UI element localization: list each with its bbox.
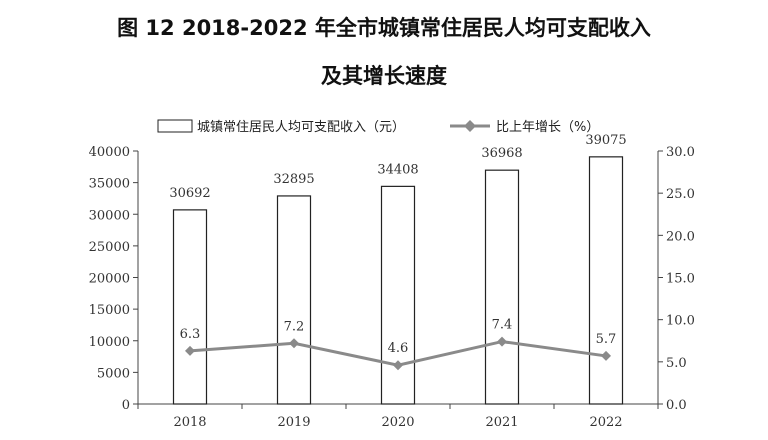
x-tick-label: 2019 (277, 415, 310, 430)
growth-point-2020 (393, 360, 403, 371)
growth-value-label: 6.3 (180, 327, 201, 342)
left-y-tick-label: 10000 (89, 335, 130, 350)
bar-series (172, 156, 624, 405)
bar-2021 (484, 169, 520, 405)
left-y-tick-label: 35000 (89, 177, 130, 192)
growth-line-series (185, 336, 611, 371)
left-y-tick-label: 0 (122, 398, 130, 413)
chart-subtitle: 及其增长速度 (321, 64, 447, 88)
growth-point-2018 (185, 345, 195, 356)
growth-point-2019 (289, 338, 299, 349)
right-y-tick-label: 0.0 (666, 398, 687, 413)
right-y-tick-label: 30.0 (666, 145, 695, 160)
right-y-tick-label: 5.0 (666, 356, 687, 371)
data-labels: 30692 32895 34408 36968 39075 6.3 7.2 4.6 7.4 5.7 (169, 133, 626, 356)
right-y-tick-label: 10.0 (666, 314, 695, 329)
growth-point-2022 (601, 350, 611, 361)
legend-line-marker (464, 120, 476, 132)
right-y-tick-label: 15.0 (666, 272, 695, 287)
left-y-tick-label: 15000 (89, 303, 130, 318)
left-y-tick-label: 20000 (89, 272, 130, 287)
bar-value-label: 34408 (377, 162, 418, 177)
growth-value-label: 7.4 (492, 318, 513, 333)
bar-value-label: 36968 (481, 146, 522, 161)
bar-value-label: 32895 (273, 172, 314, 187)
left-y-tick-label: 30000 (89, 208, 130, 223)
x-tick-label: 2022 (589, 415, 622, 430)
growth-value-label: 7.2 (284, 319, 305, 334)
growth-value-label: 5.7 (596, 332, 617, 347)
chart-title: 图 12 2018-2022 年全市城镇常住居民人均可支配收入 (117, 16, 651, 40)
growth-value-label: 4.6 (388, 341, 409, 356)
bar-2018 (172, 209, 208, 405)
left-y-tick-label: 40000 (89, 145, 130, 160)
left-y-tick-label: 5000 (97, 366, 130, 381)
legend-bar-label: 城镇常住居民人均可支配收入（元） (197, 120, 405, 135)
bar-2022 (588, 156, 624, 405)
x-tick-label: 2020 (381, 415, 414, 430)
x-tick-label: 2018 (173, 415, 206, 430)
right-y-tick-label: 20.0 (666, 229, 695, 244)
bar-value-label: 30692 (169, 186, 210, 201)
left-y-tick-label: 25000 (89, 240, 130, 255)
axes: 0 5000 10000 15000 20000 25000 30000 35000 40000… (89, 145, 695, 430)
bar-value-label: 39075 (585, 133, 626, 148)
legend: 城镇常住居民人均可支配收入（元） 比上年增长（%） (157, 119, 599, 135)
x-tick-label: 2021 (485, 415, 518, 430)
bar-2019 (276, 195, 312, 405)
legend-bar-swatch (157, 119, 193, 133)
bar-2020 (380, 185, 416, 405)
legend-line-label: 比上年增长（%） (496, 120, 599, 135)
right-y-tick-label: 25.0 (666, 187, 695, 202)
growth-point-2021 (497, 336, 507, 347)
